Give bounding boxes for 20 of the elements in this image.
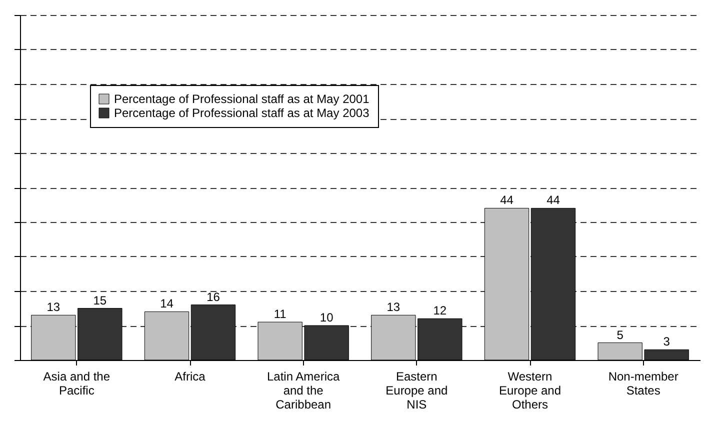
x-tick-label: Western Europe and Others	[498, 370, 562, 412]
x-tick-label: Non-member States	[608, 370, 678, 398]
data-label: 10	[320, 310, 334, 324]
data-label: 11	[274, 307, 287, 322]
data-label: 44	[546, 193, 560, 208]
x-tick-label: Asia and the Pacific	[43, 370, 110, 398]
data-label: 3	[663, 334, 670, 349]
data-label: 13	[46, 300, 60, 314]
x-tick-label: Africa	[174, 370, 206, 384]
x-tick-label: Latin America and the Caribbean	[266, 370, 340, 412]
legend-label: Percentage of Professional staff as at May 2003	[114, 106, 370, 120]
legend-label: Percentage of Professional staff as at May 2001	[114, 92, 370, 106]
data-label: 13	[386, 300, 400, 314]
data-label: 16	[206, 290, 220, 304]
data-label: 5	[616, 328, 624, 342]
data-label: 15	[93, 293, 107, 308]
data-label: 44	[500, 193, 514, 208]
data-label: 12	[433, 304, 447, 318]
data-label: 14	[160, 296, 174, 311]
x-tick-label: Eastern Europe and NIS	[386, 370, 448, 412]
